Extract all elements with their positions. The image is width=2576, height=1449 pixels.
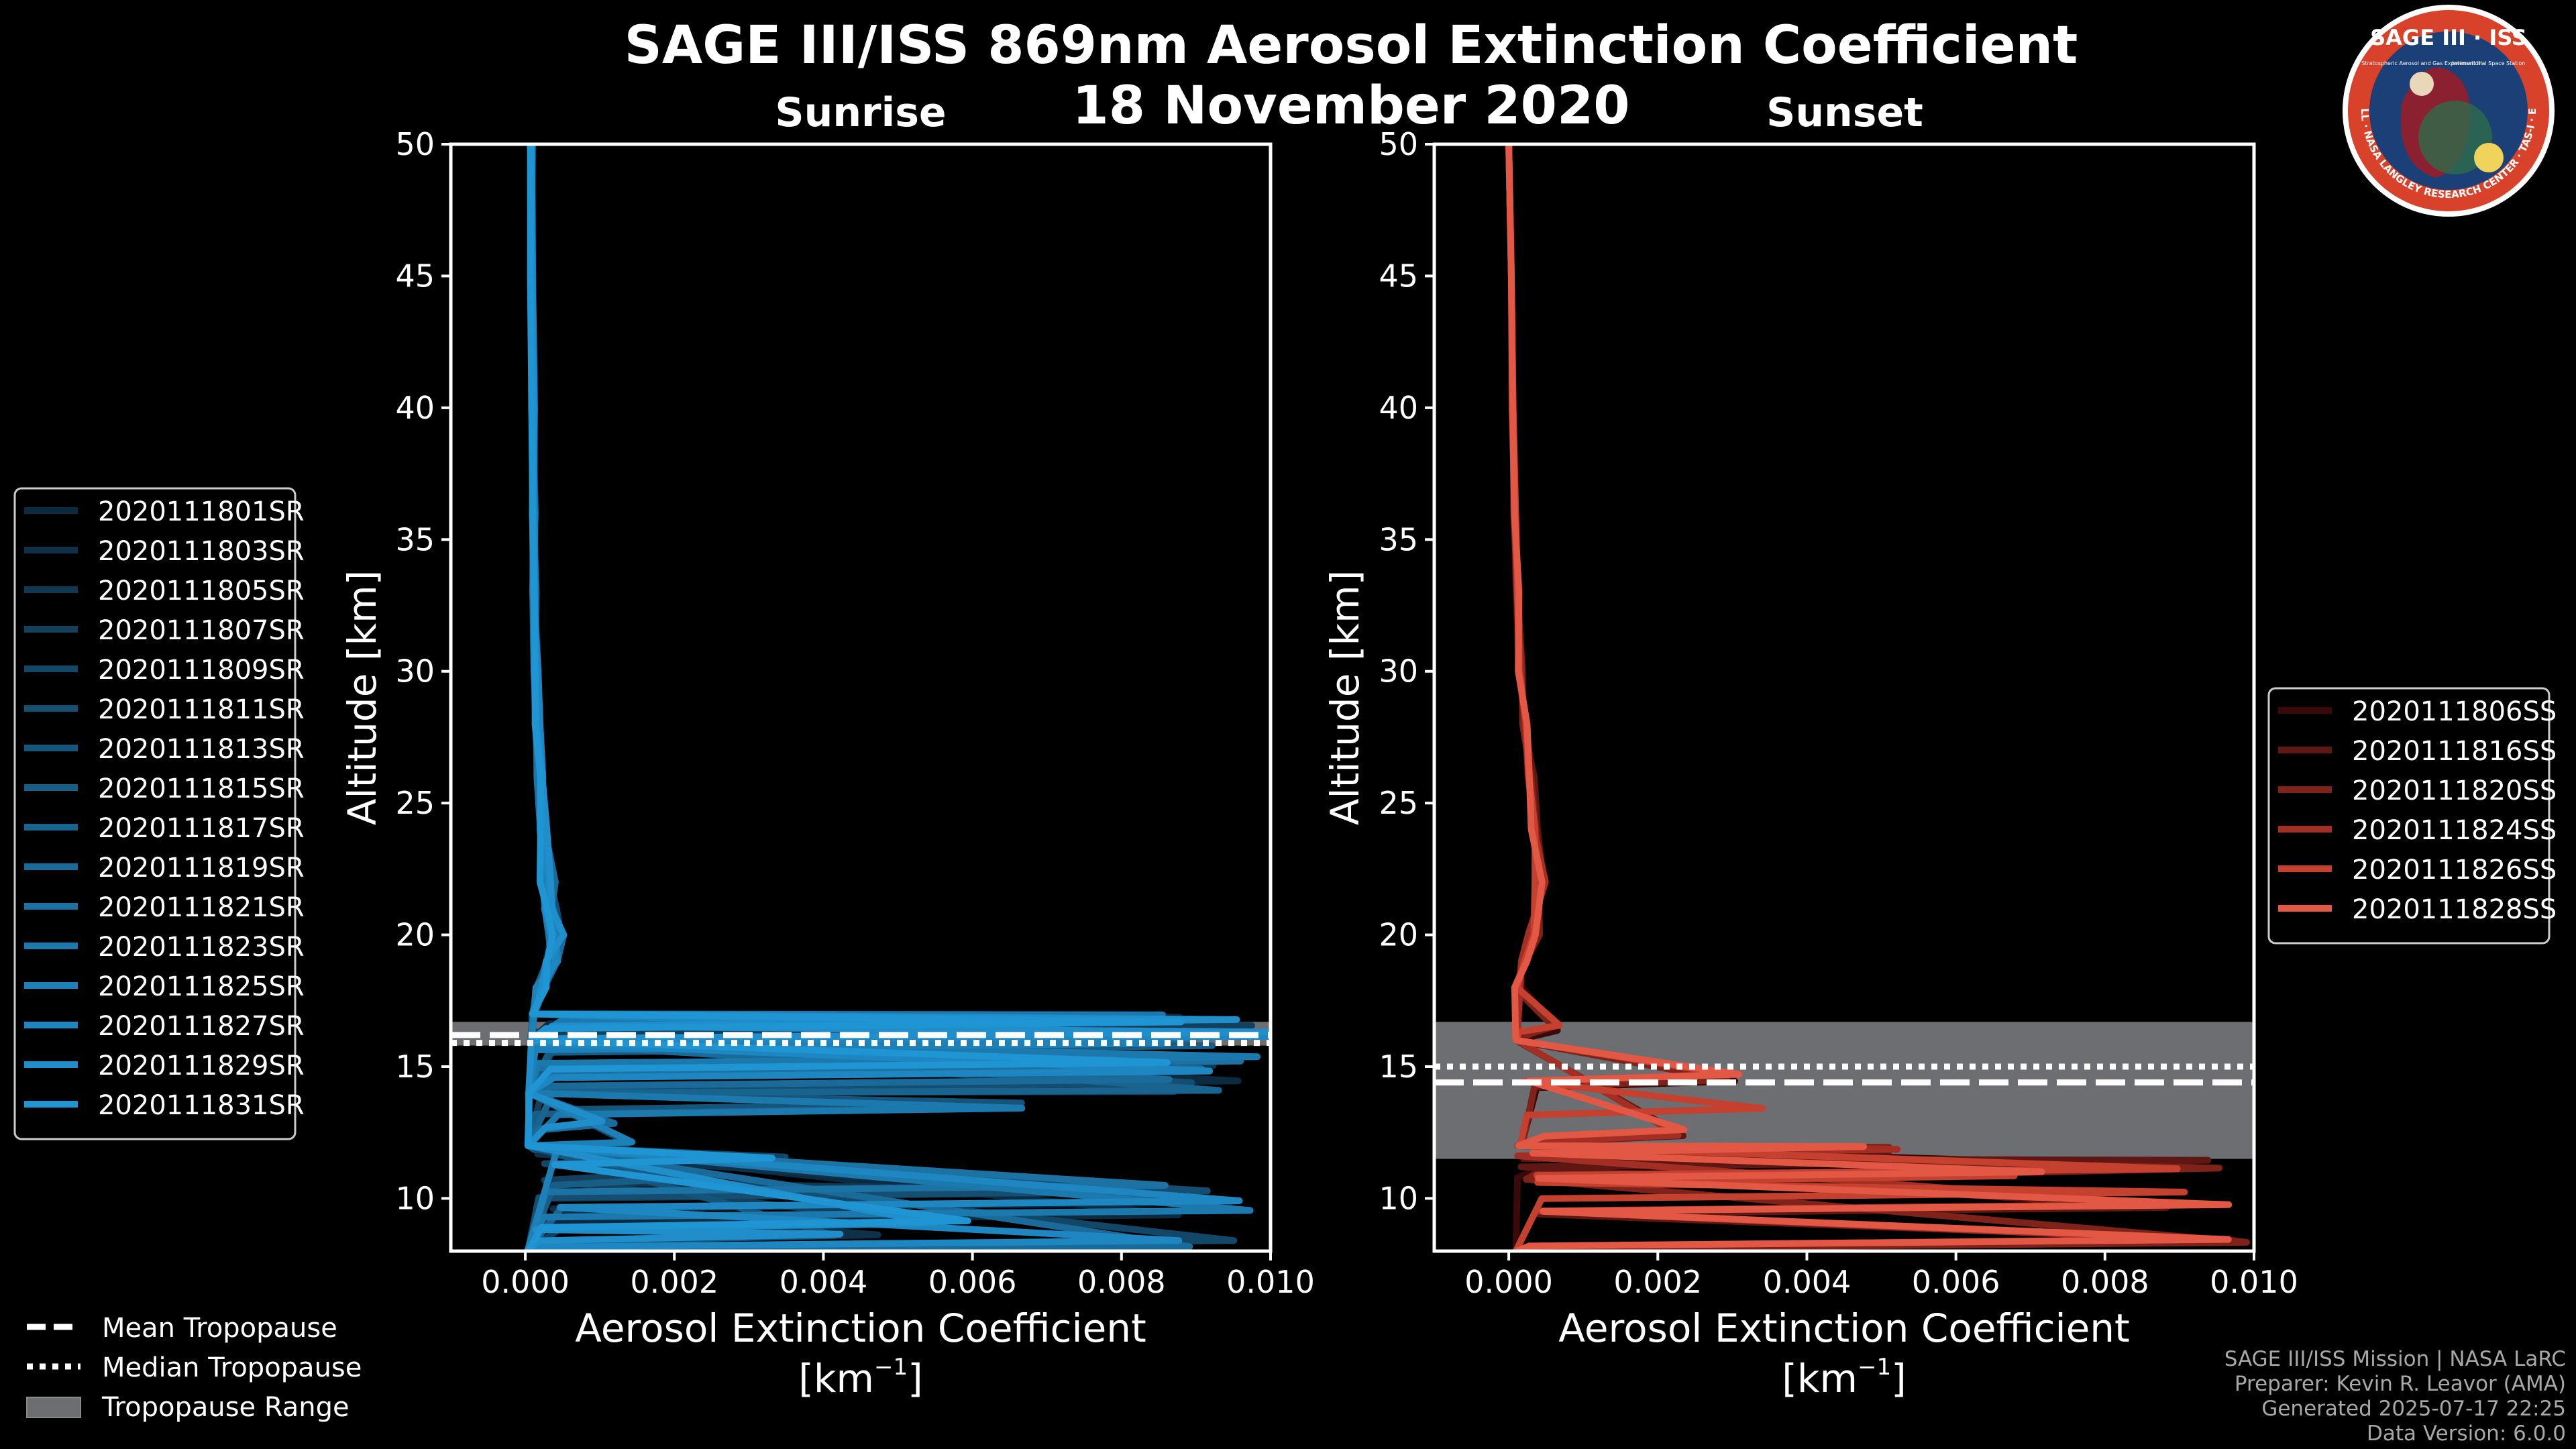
sunrise-y-tick-label: 20 [395, 917, 435, 953]
sunrise-legend-label: 2020111831SR [98, 1090, 305, 1121]
sunrise-legend: 2020111801SR 2020111803SR 2020111805SR 2020… [13, 487, 305, 1140]
sunrise-legend-label: 2020111809SR [98, 655, 305, 686]
sunset-legend-label: 2020111816SS [2352, 736, 2557, 767]
sunrise-y-tick-label: 45 [395, 258, 435, 294]
sunset-panel-title: Sunset [1766, 89, 1923, 136]
figure-subtitle: 18 November 2020 [1072, 76, 1629, 136]
sunset-legend-label: 2020111806SS [2352, 696, 2557, 727]
sunset-x-tick-label: 0.006 [1912, 1264, 2000, 1300]
sunset-y-axis-label: Altitude [km] [1322, 570, 1368, 825]
sunrise-x-axis-units: [km−1] [798, 1354, 922, 1401]
sunrise-legend-label: 2020111807SR [98, 615, 305, 646]
sunset-x-axis-label: Aerosol Extinction Coefficient [1558, 1305, 2130, 1351]
sunrise-legend-label: 2020111829SR [98, 1051, 305, 1081]
sage-iii-iss-logo: SAGE III · ISS Stratospheric Aerosol and… [2343, 5, 2555, 217]
sunset-x-tick-label: 0.004 [1763, 1264, 1851, 1300]
sunrise-legend-label: 2020111821SR [98, 892, 305, 923]
sunset-y-tick-label: 40 [1379, 390, 1418, 426]
sunrise-series-2020111831SR [524, 144, 1185, 1251]
tropopause-range-swatch [26, 1397, 81, 1418]
sunrise-legend-label: 2020111811SR [98, 694, 305, 725]
sunset-series-2020111828SS [1505, 144, 2233, 1251]
sunrise-legend-label: 2020111801SR [98, 496, 305, 527]
sunrise-legend-label: 2020111819SR [98, 853, 305, 883]
logo-small-right: International Space Station [2453, 60, 2526, 66]
sunset-y-tick-label: 20 [1379, 917, 1418, 953]
sunset-y-tick-label: 25 [1379, 785, 1418, 821]
sunrise-plot: 0.000 0.002 0.004 0.006 0.008 0.010 10 15 20 25 30… [339, 126, 1315, 1401]
sunset-y-tick-label: 30 [1379, 653, 1418, 690]
logo-top-text: SAGE III · ISS [2370, 25, 2527, 50]
credit-line-1: SAGE III/ISS Mission | NASA LaRC [2224, 1347, 2566, 1371]
sunset-x-tick-label: 0.008 [2061, 1264, 2149, 1300]
sunrise-legend-label: 2020111815SR [98, 773, 305, 804]
sunrise-legend-label: 2020111813SR [98, 734, 305, 765]
tropopause-legend: Mean Tropopause Median Tropopause Tropop… [26, 1313, 362, 1423]
sunrise-y-axis-label: Altitude [km] [339, 570, 385, 825]
sunrise-x-tick-label: 0.008 [1077, 1264, 1166, 1300]
sunset-legend-label: 2020111826SS [2352, 855, 2557, 885]
sunset-y-tick-label: 45 [1379, 258, 1418, 294]
sunset-plot: 0.000 0.002 0.004 0.006 0.008 0.010 10 15 20 25 30… [1322, 126, 2298, 1401]
sunrise-x-tick-label: 0.004 [780, 1264, 868, 1300]
sunset-y-tick-label: 10 [1379, 1180, 1418, 1216]
sunrise-x-tick-label: 0.002 [630, 1264, 718, 1300]
sunset-ticks: 0.000 0.002 0.004 0.006 0.008 0.010 10 15 20 25 30… [1379, 126, 2298, 1300]
logo-small-left: Stratospheric Aerosol and Gas Experiment… [2361, 60, 2481, 66]
median-tropopause-label: Median Tropopause [102, 1352, 362, 1383]
sunrise-legend-label: 2020111827SR [98, 1011, 305, 1042]
sunrise-y-tick-label: 10 [395, 1180, 435, 1216]
sunset-x-tick-label: 0.002 [1613, 1264, 1702, 1300]
sunset-legend-box [2267, 687, 2551, 945]
credit-line-4: Data Version: 6.0.0 [2367, 1421, 2566, 1446]
sunrise-series-layer [451, 144, 1271, 1251]
sunset-legend-label: 2020111824SS [2352, 815, 2557, 846]
sunset-legend-label: 2020111820SS [2352, 775, 2557, 806]
sunset-legend-label: 2020111828SS [2352, 894, 2557, 925]
mean-tropopause-label: Mean Tropopause [102, 1313, 337, 1344]
sunrise-legend-box [13, 487, 297, 1140]
sunrise-axes-frame [449, 142, 1273, 1253]
sunrise-y-tick-label: 30 [395, 653, 435, 690]
sunset-x-tick-label: 0.010 [2210, 1264, 2298, 1300]
sunset-y-tick-label: 15 [1379, 1049, 1418, 1085]
figure-title: SAGE III/ISS 869nm Aerosol Extinction Co… [625, 15, 2078, 76]
sunset-series-layer [1434, 144, 2254, 1251]
sunrise-y-tick-label: 25 [395, 785, 435, 821]
sunset-x-tick-label: 0.000 [1464, 1264, 1553, 1300]
sunset-y-tick-label: 35 [1379, 521, 1418, 557]
sunrise-panel-title: Sunrise [775, 89, 946, 136]
credit-line-3: Generated 2025-07-17 22:25 [2261, 1397, 2566, 1421]
sunrise-y-tick-label: 35 [395, 521, 435, 557]
sunrise-ticks: 0.000 0.002 0.004 0.006 0.008 0.010 10 15 20 25 30… [395, 126, 1314, 1300]
sunrise-x-tick-label: 0.000 [481, 1264, 570, 1300]
sunrise-legend-label: 2020111823SR [98, 932, 305, 963]
sunset-legend: 2020111806SS 2020111816SS 2020111820SS 2020… [2267, 687, 2557, 945]
sunset-axes-frame [1432, 142, 2256, 1253]
sunrise-y-tick-label: 15 [395, 1049, 435, 1085]
sunrise-legend-label: 2020111825SR [98, 971, 305, 1002]
sunrise-legend-label: 2020111803SR [98, 536, 305, 567]
sunset-x-axis-units: [km−1] [1782, 1354, 1906, 1401]
credit-line-2: Preparer: Kevin R. Leavor (AMA) [2235, 1372, 2566, 1396]
sunrise-x-tick-label: 0.010 [1226, 1264, 1315, 1300]
tropopause-range-label: Tropopause Range [101, 1392, 350, 1423]
sunset-y-tick-label: 50 [1379, 126, 1418, 162]
sunrise-y-tick-label: 50 [395, 126, 435, 162]
sunrise-y-tick-label: 40 [395, 390, 435, 426]
sunrise-x-tick-label: 0.006 [928, 1264, 1017, 1300]
sunrise-legend-label: 2020111805SR [98, 576, 305, 606]
sunrise-legend-label: 2020111817SR [98, 813, 305, 844]
sunrise-x-axis-label: Aerosol Extinction Coefficient [575, 1305, 1146, 1351]
